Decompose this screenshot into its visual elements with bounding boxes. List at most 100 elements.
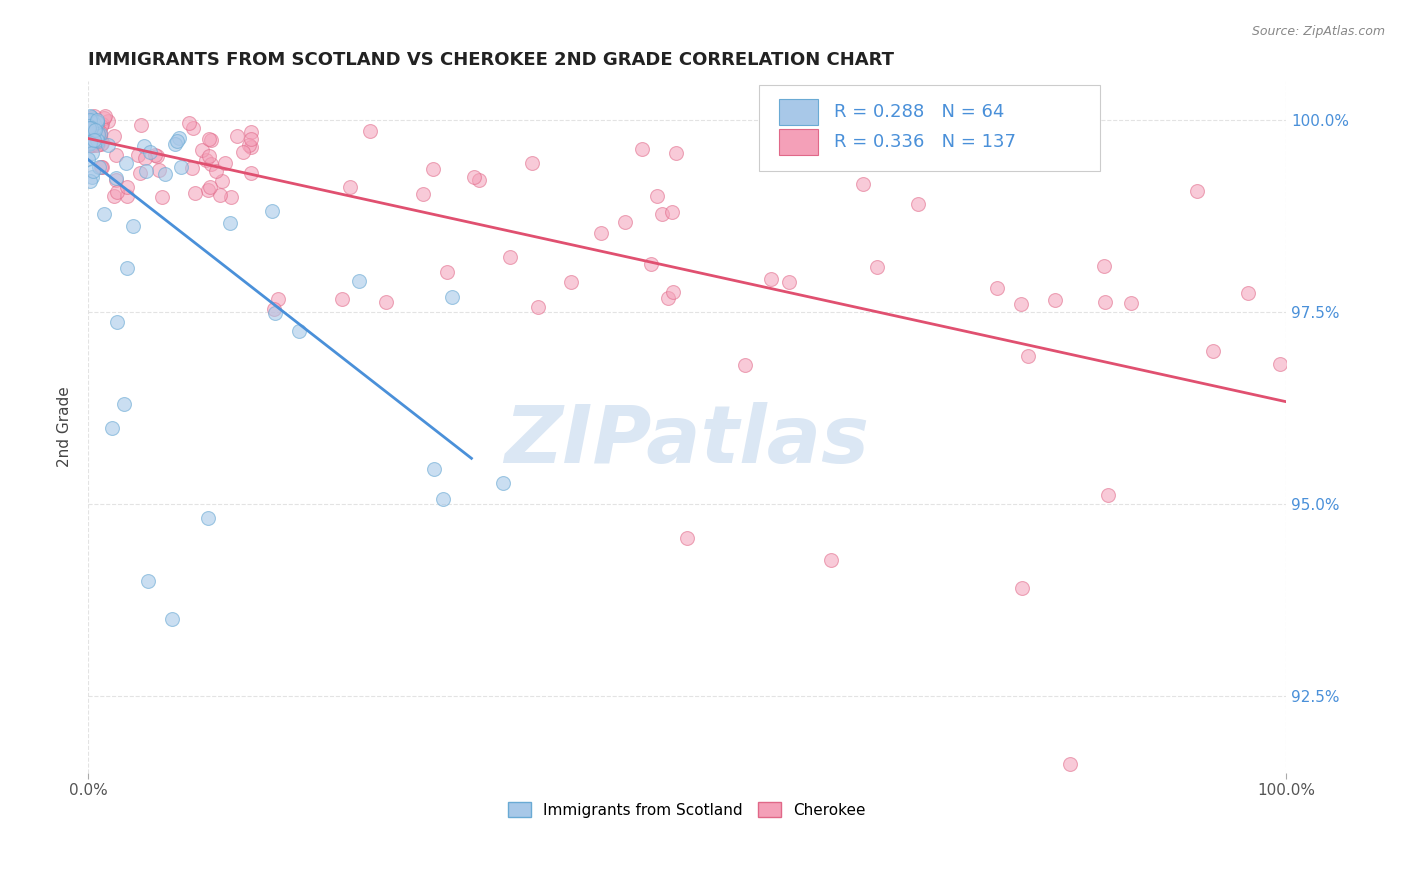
- Point: [115, 180, 138, 194]
- Text: Source: ZipAtlas.com: Source: ZipAtlas.com: [1251, 25, 1385, 38]
- Point: [349, 274, 371, 288]
- Point: [96, 114, 118, 128]
- Point: [89, 161, 111, 175]
- Point: [374, 294, 396, 309]
- Point: [77, 122, 100, 136]
- Point: [80, 127, 103, 141]
- Point: [200, 157, 222, 171]
- Point: [1017, 349, 1039, 363]
- Point: [83, 137, 105, 152]
- Point: [907, 196, 929, 211]
- Point: [84, 123, 107, 137]
- Point: [79, 113, 101, 128]
- Point: [84, 128, 107, 142]
- Point: [1092, 259, 1115, 273]
- Point: [90, 136, 112, 151]
- Point: [80, 112, 103, 126]
- Point: [79, 113, 101, 128]
- FancyBboxPatch shape: [759, 85, 1101, 171]
- Point: [79, 130, 101, 145]
- Point: [645, 188, 668, 202]
- Point: [82, 126, 104, 140]
- Point: [181, 161, 204, 176]
- Point: [77, 114, 100, 128]
- Point: [422, 461, 444, 475]
- Point: [79, 114, 101, 128]
- Point: [167, 131, 190, 145]
- Point: [86, 126, 108, 140]
- Point: [139, 145, 162, 159]
- Point: [662, 285, 685, 299]
- Point: [263, 306, 285, 320]
- Point: [330, 292, 353, 306]
- Point: [614, 214, 637, 228]
- Point: [103, 189, 125, 203]
- Point: [86, 114, 108, 128]
- Point: [143, 148, 166, 162]
- Point: [661, 204, 683, 219]
- Point: [665, 145, 688, 160]
- Point: [121, 219, 143, 234]
- Point: [127, 148, 149, 162]
- Point: [89, 135, 111, 149]
- Point: [432, 492, 454, 507]
- Point: [166, 134, 188, 148]
- Point: [79, 123, 101, 137]
- Point: [135, 163, 157, 178]
- Point: [1236, 285, 1258, 300]
- Point: [77, 124, 100, 138]
- Point: [80, 114, 103, 128]
- Point: [80, 113, 103, 128]
- Point: [527, 300, 550, 314]
- Text: ZIPatlas: ZIPatlas: [505, 402, 869, 480]
- Point: [492, 476, 515, 491]
- Point: [288, 324, 311, 338]
- Point: [86, 119, 108, 133]
- Point: [80, 137, 103, 152]
- Point: [134, 152, 156, 166]
- Point: [1010, 297, 1032, 311]
- Point: [82, 111, 104, 125]
- Point: [93, 112, 115, 126]
- Point: [80, 145, 103, 160]
- Point: [80, 113, 103, 128]
- Point: [129, 118, 152, 132]
- Point: [86, 127, 108, 141]
- Point: [239, 125, 262, 139]
- Point: [87, 127, 110, 141]
- Point: [1059, 757, 1081, 772]
- Point: [177, 115, 200, 129]
- Point: [440, 290, 463, 304]
- Point: [90, 136, 112, 150]
- Point: [866, 260, 889, 274]
- Point: [90, 160, 112, 174]
- Point: [820, 552, 842, 566]
- Point: [77, 128, 100, 143]
- Point: [82, 136, 104, 151]
- Point: [82, 163, 104, 178]
- Point: [1201, 344, 1223, 359]
- Text: IMMIGRANTS FROM SCOTLAND VS CHEROKEE 2ND GRADE CORRELATION CHART: IMMIGRANTS FROM SCOTLAND VS CHEROKEE 2ND…: [89, 51, 894, 69]
- Point: [239, 166, 262, 180]
- Point: [239, 131, 262, 145]
- Point: [1045, 293, 1067, 307]
- Point: [267, 292, 290, 306]
- Y-axis label: 2nd Grade: 2nd Grade: [58, 386, 72, 467]
- Point: [115, 155, 138, 169]
- Point: [630, 142, 652, 156]
- Point: [778, 275, 800, 289]
- Legend: Immigrants from Scotland, Cherokee: Immigrants from Scotland, Cherokee: [502, 796, 872, 824]
- Point: [1011, 581, 1033, 595]
- Point: [181, 120, 204, 135]
- Point: [197, 183, 219, 197]
- Point: [90, 160, 112, 174]
- Point: [1185, 184, 1208, 198]
- Point: [117, 260, 139, 275]
- Text: R = 0.288   N = 64: R = 0.288 N = 64: [834, 103, 1005, 120]
- Point: [1268, 357, 1291, 371]
- Point: [218, 216, 240, 230]
- Point: [105, 315, 128, 329]
- Point: [214, 156, 236, 170]
- Point: [82, 137, 104, 152]
- Point: [80, 121, 103, 136]
